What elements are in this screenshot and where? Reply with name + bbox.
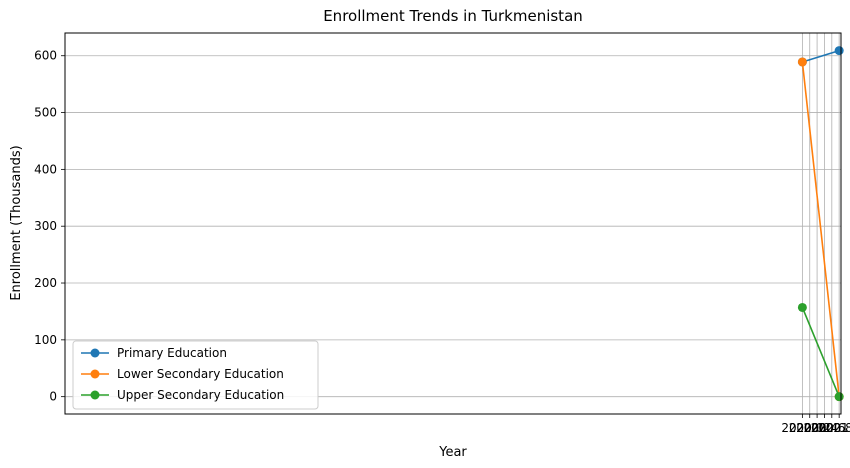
x-axis-label: Year: [438, 445, 467, 460]
data-point: [834, 392, 844, 402]
series-line: [801, 307, 840, 397]
y-tick-label: 500: [34, 106, 57, 120]
y-tick-label: 100: [34, 333, 57, 347]
data-point: [797, 302, 807, 312]
legend-marker: [90, 369, 100, 379]
y-tick-label: 200: [34, 276, 57, 290]
y-tick-label: 400: [34, 162, 57, 176]
y-tick-label: 300: [34, 219, 57, 233]
y-tick-label: 0: [49, 390, 57, 404]
data-point: [797, 57, 807, 67]
y-axis-label: Enrollment (Thousands): [9, 145, 24, 300]
x-tick-label: 2020.0: [781, 421, 823, 435]
chart-title: Enrollment Trends in Turkmenistan: [323, 7, 583, 25]
x-tick-label: 2021.0: [818, 421, 850, 435]
y-axis-ticks: 0 100 200 300 400 500 600: [34, 49, 65, 404]
x-tick-label: 2020.8: [811, 421, 850, 435]
legend-label: Primary Education: [117, 346, 227, 360]
y-tick-label: 600: [34, 49, 57, 63]
grid: [65, 33, 841, 414]
x-tick-label: 2020.2: [789, 421, 831, 435]
legend-label: Lower Secondary Education: [117, 367, 284, 381]
series-line: [801, 61, 840, 397]
plot-frame: [64, 32, 842, 415]
series-line: [802, 49, 840, 63]
legend-box: [72, 340, 319, 410]
legend-marker: [90, 348, 100, 358]
legend: Primary Education Lower Secondary Educati…: [72, 340, 319, 410]
data-point: [834, 46, 844, 56]
legend-label: Upper Secondary Education: [117, 388, 284, 402]
legend-marker: [90, 390, 100, 400]
x-tick-label: 2020.6: [803, 421, 845, 435]
x-tick-label: 2020.4: [796, 421, 838, 435]
